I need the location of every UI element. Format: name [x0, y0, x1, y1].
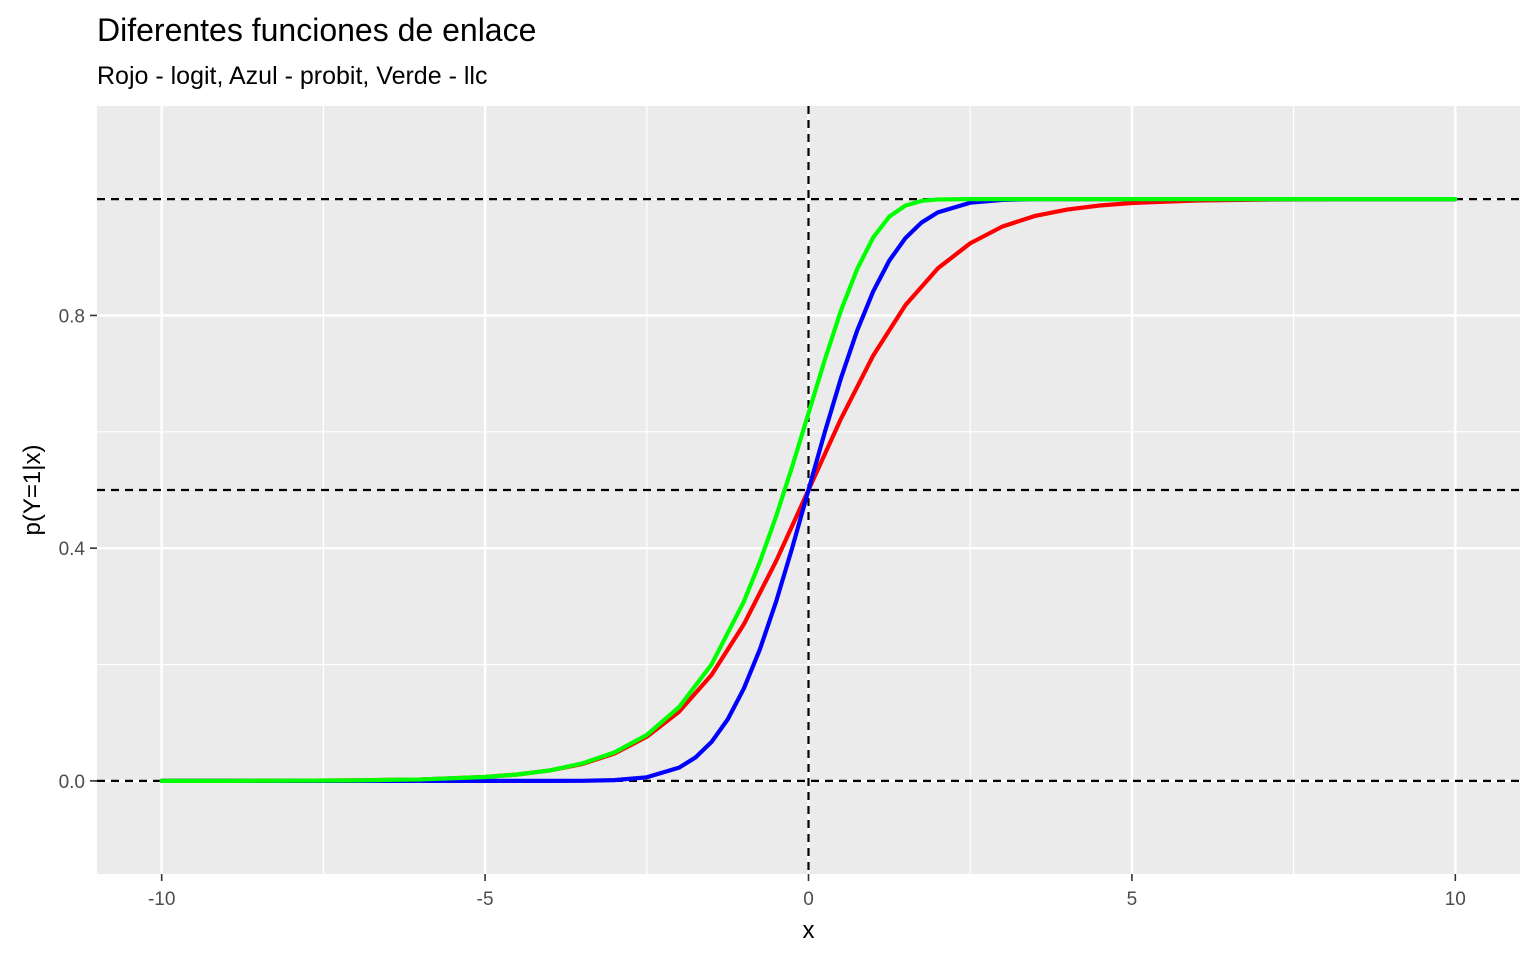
series-line-2: [159, 196, 1458, 783]
y-tick-label: 0.4: [59, 539, 86, 560]
series-lines: [159, 196, 1458, 784]
y-tick-labels: 0.0 0.4 0.8: [59, 306, 86, 792]
chart-title: Diferentes funciones de enlace: [97, 12, 536, 48]
x-tick-label: 5: [1127, 889, 1138, 910]
x-axis-title: x: [803, 917, 815, 944]
y-tick-label: 0.8: [59, 306, 85, 327]
chart-subtitle: Rojo - logit, Azul - probit, Verde - llc: [97, 62, 487, 90]
y-axis-title: p(Y=1|x): [19, 445, 46, 536]
x-tick-label: -5: [477, 889, 494, 910]
axis-ticks: [90, 314, 1457, 881]
x-tick-label: 0: [803, 889, 814, 910]
x-tick-labels: -10 -5 0 5 10: [148, 889, 1466, 910]
x-tick-label: -10: [148, 889, 175, 910]
x-tick-label: 10: [1445, 889, 1466, 910]
y-tick-label: 0.0: [59, 772, 85, 793]
